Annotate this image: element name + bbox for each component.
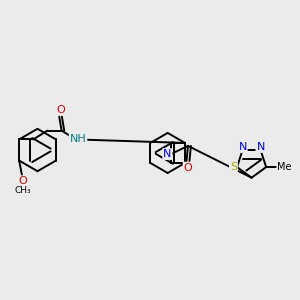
Text: N: N <box>256 142 265 152</box>
Text: NH: NH <box>70 134 86 144</box>
Text: O: O <box>18 176 27 186</box>
Text: S: S <box>230 162 237 172</box>
Text: Me: Me <box>277 162 292 172</box>
Text: O: O <box>184 163 192 173</box>
Text: CH₃: CH₃ <box>14 185 31 194</box>
Text: O: O <box>56 105 65 115</box>
Text: N: N <box>163 149 172 159</box>
Text: N: N <box>238 142 247 152</box>
